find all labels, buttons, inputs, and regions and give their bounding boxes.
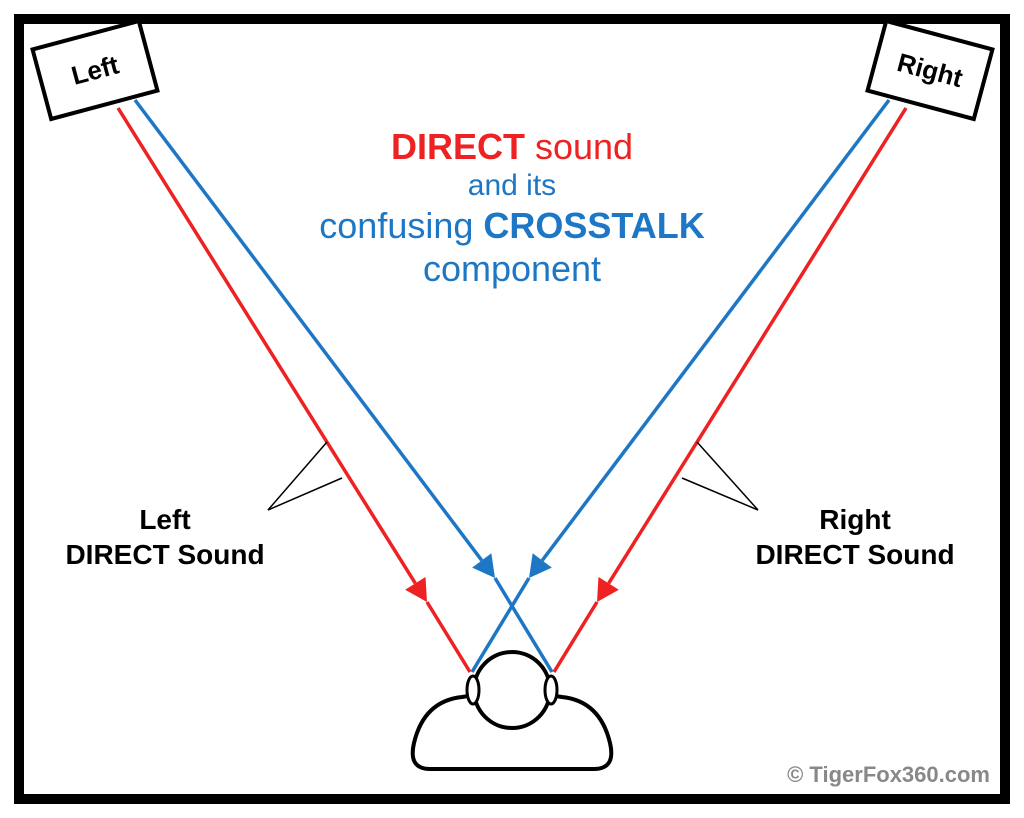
listener-right-ear bbox=[545, 676, 557, 704]
left-direct-label-line2: DIRECT Sound bbox=[45, 537, 285, 572]
right-direct-arrow-head bbox=[597, 577, 619, 602]
right-direct-tail bbox=[554, 602, 597, 672]
listener-left-ear bbox=[467, 676, 479, 704]
right-callout-pointer-1 bbox=[697, 442, 758, 510]
right-direct-label-line1: Right bbox=[735, 502, 975, 537]
left-crosstalk-arrow-head bbox=[472, 553, 495, 578]
diagram-svg: Left Right bbox=[0, 0, 1024, 818]
left-direct-label-line1: Left bbox=[45, 502, 285, 537]
left-direct-label: Left DIRECT Sound bbox=[45, 502, 285, 572]
right-direct-label: Right DIRECT Sound bbox=[735, 502, 975, 572]
right-direct-label-line2: DIRECT Sound bbox=[735, 537, 975, 572]
right-crosstalk-arrow-head bbox=[529, 553, 552, 578]
left-direct-arrow-head bbox=[405, 577, 427, 602]
left-direct-tail bbox=[427, 602, 470, 672]
diagram-title: DIRECT soundand itsconfusing CROSSTALKco… bbox=[0, 125, 1024, 291]
left-callout-pointer-1 bbox=[268, 442, 327, 510]
copyright-text: © TigerFox360.com bbox=[787, 762, 990, 788]
listener-head bbox=[474, 652, 550, 728]
